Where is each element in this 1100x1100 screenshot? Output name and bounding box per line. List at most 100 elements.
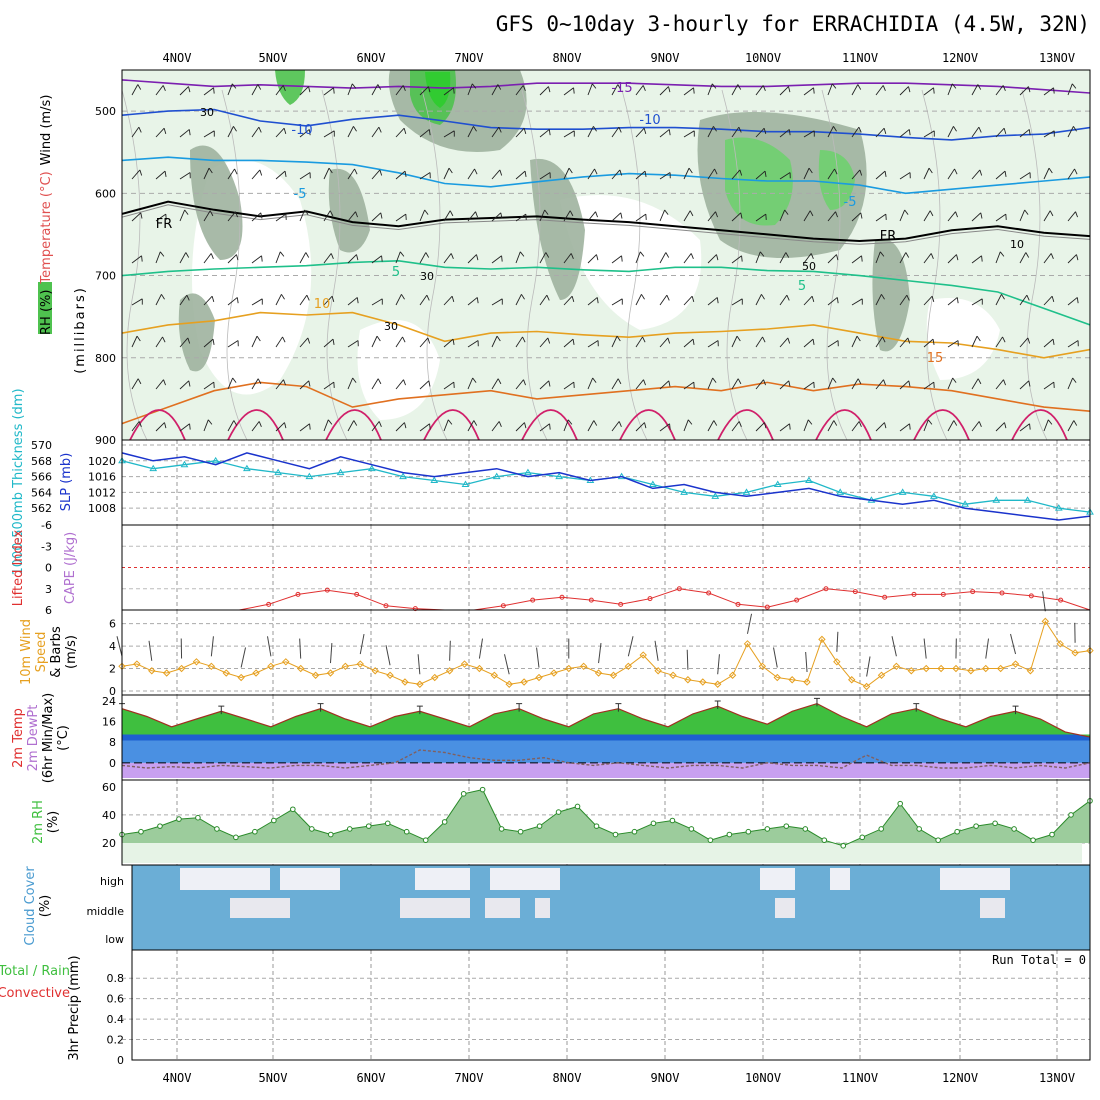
wind-barb-flag [137, 84, 142, 90]
wind-barb [539, 380, 551, 390]
rh-marker [157, 823, 163, 829]
wind-barb-flag [476, 297, 479, 304]
date-label-bottom: 9NOV [651, 1071, 680, 1085]
wind-barb-shaft [707, 126, 714, 138]
wind-barb [779, 252, 790, 264]
wind-barb-shaft [1043, 253, 1052, 264]
wind-barb-flag [837, 340, 839, 347]
wind-barb-shaft [1067, 126, 1074, 138]
dewpoint-line [121, 749, 1091, 769]
wind-barb-flag [642, 336, 646, 343]
wind-barb-flag [137, 378, 142, 385]
wind-barb-shaft [995, 294, 1002, 306]
wind-barb [851, 255, 863, 264]
li-tick: 0 [45, 562, 52, 575]
wind-barb [563, 167, 573, 180]
wind-barb-shaft [827, 254, 837, 264]
wind-barb-shaft [491, 378, 499, 390]
wind-barb-flag [593, 420, 598, 426]
wind-barb [851, 421, 862, 432]
wind-barb-shaft [683, 295, 693, 306]
wind-barb [539, 172, 551, 180]
wind-barb-shaft [803, 167, 810, 180]
wind-barb-flag [692, 339, 695, 345]
wind-barb-shaft [779, 252, 787, 264]
wind-barb-shaft [251, 255, 262, 264]
wind-barb [1043, 87, 1055, 96]
wind-barb [923, 381, 935, 390]
wind-barb [491, 84, 502, 96]
wind-speed-marker [639, 651, 647, 659]
isotherm-label: 15 [927, 351, 944, 366]
wind-barb-flag [762, 336, 766, 343]
wind-barb-shaft [971, 335, 978, 348]
wind-barb-flag [304, 209, 309, 215]
wind-barb-shaft [635, 213, 647, 222]
wind-barb-shaft [635, 170, 646, 180]
wind-barb-shaft [443, 295, 453, 306]
wind-barb-flag [499, 169, 503, 176]
wind-barb-flag [378, 421, 382, 427]
panel-frame-pr [131, 949, 1091, 1061]
wind-barb-flag [904, 209, 909, 215]
wind-speed-marker [520, 678, 528, 686]
wind-barb-flag [1028, 129, 1031, 136]
wind-barb-flag [832, 377, 837, 383]
wind-barb-shaft [923, 167, 930, 180]
wind-barb [419, 209, 429, 222]
thickness-marker [430, 476, 439, 484]
wind-barb-flag [213, 382, 215, 388]
temp-ylabel-line: (°C) [56, 725, 71, 751]
wind-barb-shaft [923, 338, 934, 348]
wind-barb-shaft [131, 126, 140, 138]
wind-barb-flag [713, 126, 717, 132]
wind-barb-flag [500, 212, 503, 219]
wind-barb-shaft [275, 170, 286, 180]
wind-barb [227, 254, 239, 264]
wind-barb-shaft [563, 167, 570, 180]
cloud-high [830, 868, 850, 890]
temp-ylabel: 2m Temp2m DewPt(6hr Min/Max)(°C) [11, 693, 71, 783]
wind-barb-shaft [251, 421, 260, 432]
thickness-marker [961, 500, 969, 507]
wind-barb-flag [452, 339, 455, 345]
wind-barb-shaft [1019, 209, 1026, 222]
wind-barb [1067, 83, 1077, 96]
thickness-marker [648, 480, 657, 487]
wind-barb-flag [282, 85, 286, 91]
wind-barb [659, 209, 669, 222]
wind-barb-shaft [995, 170, 1006, 180]
wind-speed-marker [922, 664, 930, 673]
wind-barb [755, 422, 767, 432]
wind-tick: 2 [109, 663, 116, 676]
wind-barb-shaft [395, 336, 403, 348]
wind-barb [395, 127, 407, 138]
temp-ylabel-line: 2m DewPt [26, 705, 41, 772]
wind-barb-flag [858, 421, 862, 427]
wind-barb-flag [1004, 171, 1007, 177]
wind-barb-flag [471, 83, 477, 89]
wind-speed-marker [654, 667, 662, 675]
wind-barb [395, 170, 407, 180]
wind-barb [683, 210, 694, 222]
wind-barb [635, 379, 646, 390]
rh-marker [479, 786, 486, 793]
wind-barb-flag [259, 169, 263, 176]
wind-barb [803, 338, 815, 348]
isotherm-20 [521, 409, 578, 440]
wind-barb-shaft [275, 127, 285, 138]
wind-barb [323, 87, 335, 96]
wind-barb-shaft [611, 378, 619, 390]
wind-barb-shaft [659, 209, 666, 222]
wind-barb-shaft [731, 335, 738, 348]
thickness-ylabel: 1000-500mb Thickness (dm) [11, 388, 26, 575]
wind-barb-flag [641, 294, 645, 300]
wind-barb-shaft [779, 380, 790, 390]
wind-barb-flag [429, 172, 431, 179]
cloud-middle [535, 898, 550, 918]
rh-marker [460, 791, 467, 797]
thickness-marker [305, 472, 314, 480]
wind-barb [299, 86, 311, 96]
wind-barb [155, 170, 167, 180]
wind-speed-marker [416, 680, 424, 688]
